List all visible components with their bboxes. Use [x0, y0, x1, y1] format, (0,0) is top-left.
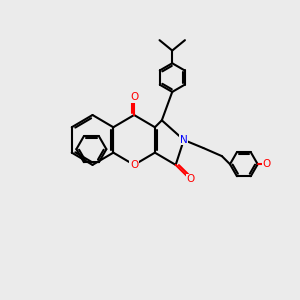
- Text: O: O: [186, 174, 194, 184]
- Text: O: O: [262, 159, 271, 169]
- Text: N: N: [180, 135, 188, 145]
- Text: O: O: [130, 160, 138, 170]
- Text: O: O: [130, 92, 138, 102]
